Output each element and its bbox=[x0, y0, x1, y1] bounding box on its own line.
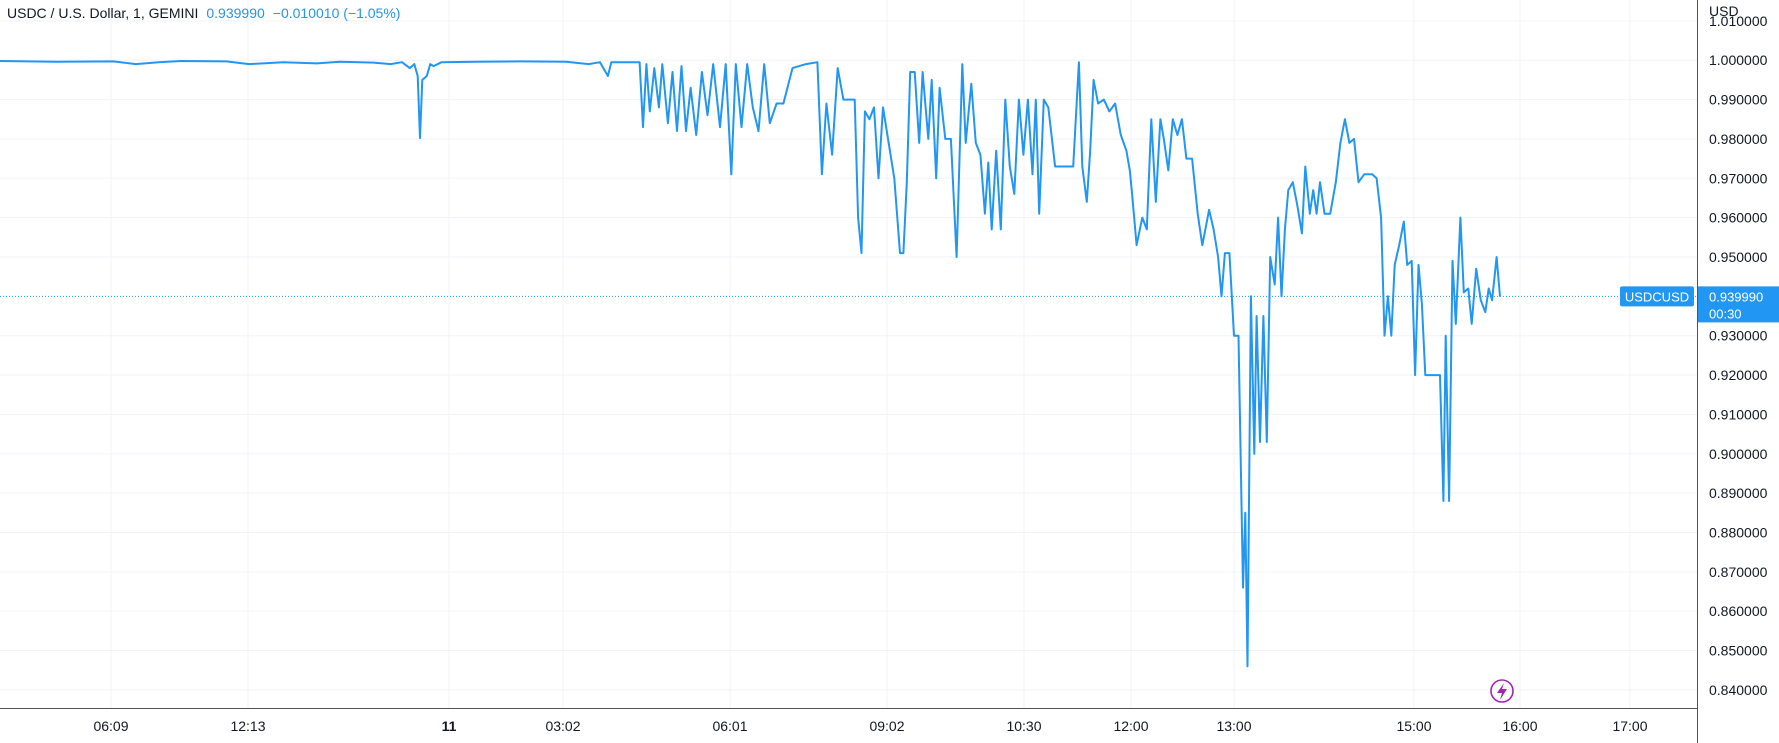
price-tick-label: 0.950000 bbox=[1709, 249, 1768, 265]
time-tick-label: 15:00 bbox=[1396, 718, 1431, 734]
price-tick-label: 0.840000 bbox=[1709, 682, 1768, 698]
time-tick-label: 11 bbox=[442, 718, 457, 734]
price-tick-label: 0.920000 bbox=[1709, 367, 1768, 383]
price-tick-label: 1.010000 bbox=[1709, 13, 1768, 29]
series-line-usdcusd[interactable] bbox=[0, 60, 1501, 668]
time-tick-label: 06:09 bbox=[93, 718, 128, 734]
time-tick-label: 13:00 bbox=[1216, 718, 1251, 734]
price-badge-box bbox=[1698, 286, 1779, 323]
price-scale-unit: USD bbox=[1709, 3, 1739, 19]
price-tick-label: 0.880000 bbox=[1709, 524, 1768, 540]
price-tick-label: 1.000000 bbox=[1709, 52, 1768, 68]
price-tick-label: 0.980000 bbox=[1709, 131, 1768, 147]
price-tick-label: 0.860000 bbox=[1709, 603, 1768, 619]
price-tick-label: 0.930000 bbox=[1709, 328, 1768, 344]
lightning-icon[interactable] bbox=[1490, 679, 1514, 703]
price-scale[interactable]: 1.010000 1.000000 0.990000 0.980000 0.970000… bbox=[1709, 13, 1768, 698]
time-tick-label: 03:02 bbox=[545, 718, 580, 734]
price-tick-label: 0.870000 bbox=[1709, 564, 1768, 580]
last-price-badge: USDCUSD 0.939990 00:30 bbox=[1620, 286, 1779, 323]
price-tick-label: 0.850000 bbox=[1709, 643, 1768, 659]
legend-change: −0.010010 bbox=[272, 5, 340, 21]
price-tick-label: 0.990000 bbox=[1709, 92, 1768, 108]
time-tick-label: 12:00 bbox=[1113, 718, 1148, 734]
symbol-badge bbox=[1620, 286, 1694, 307]
legend-change-percent: (−1.05%) bbox=[343, 5, 401, 21]
price-tick-label: 0.970000 bbox=[1709, 170, 1768, 186]
time-tick-label: 12:13 bbox=[230, 718, 265, 734]
time-tick-label: 06:01 bbox=[712, 718, 747, 734]
bar-countdown: 00:30 bbox=[1709, 306, 1742, 321]
symbol-badge-label: USDCUSD bbox=[1625, 289, 1689, 304]
price-tick-label: 0.960000 bbox=[1709, 210, 1768, 226]
time-scale[interactable]: 06:09 12:13 11 03:02 06:01 09:02 10:30 12:00 13:… bbox=[93, 718, 1647, 734]
time-tick-label: 17:00 bbox=[1612, 718, 1647, 734]
time-tick-label: 10:30 bbox=[1006, 718, 1041, 734]
price-tick-label: 0.890000 bbox=[1709, 485, 1768, 501]
legend-symbol[interactable]: USDC / U.S. Dollar, 1, GEMINI bbox=[7, 5, 199, 21]
legend-last-price: 0.939990 bbox=[206, 5, 265, 21]
grid bbox=[0, 0, 1697, 708]
price-tick-label: 0.900000 bbox=[1709, 446, 1768, 462]
axes bbox=[0, 0, 1698, 743]
time-tick-label: 16:00 bbox=[1502, 718, 1537, 734]
chart-legend: USDC / U.S. Dollar, 1, GEMINI 0.939990 −0.… bbox=[7, 5, 400, 21]
price-tick-label: 0.910000 bbox=[1709, 406, 1768, 422]
time-tick-label: 09:02 bbox=[869, 718, 904, 734]
price-badge-value: 0.939990 bbox=[1709, 289, 1763, 304]
